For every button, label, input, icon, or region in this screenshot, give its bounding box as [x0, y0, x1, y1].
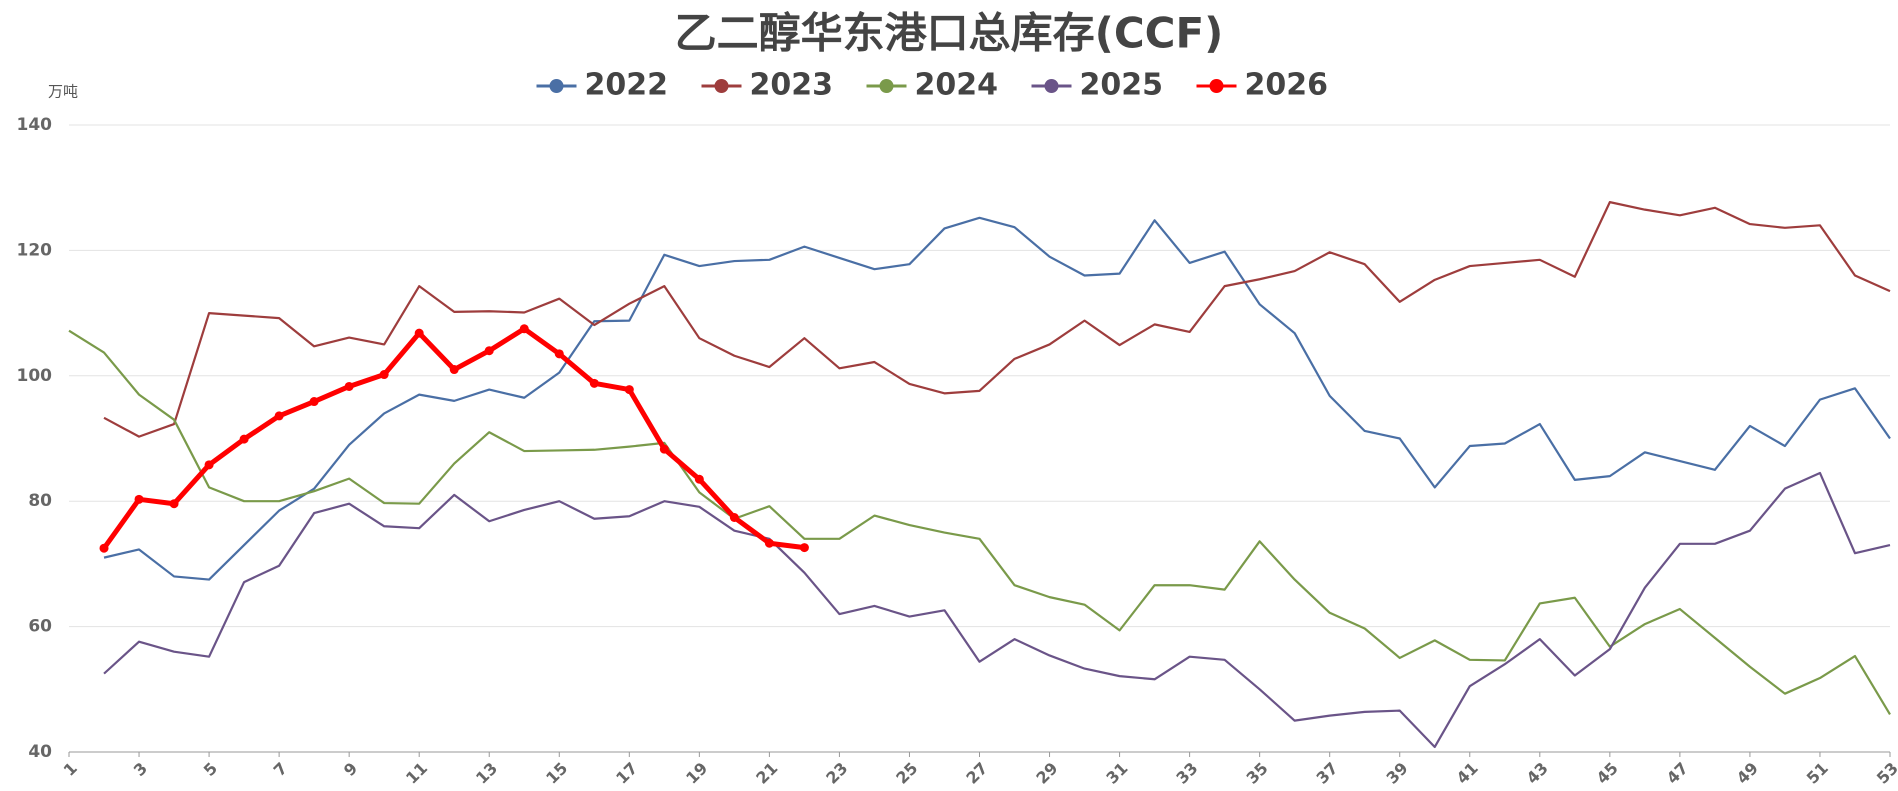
x-tick-label: 51	[1803, 759, 1832, 788]
x-tick-label: 31	[1102, 759, 1131, 788]
point	[274, 411, 284, 421]
point	[554, 349, 564, 359]
legend-label: 2023	[750, 68, 834, 103]
x-tick-label: 21	[752, 759, 781, 788]
y-tick-label: 80	[28, 491, 52, 511]
legend-label: 2026	[1245, 68, 1329, 103]
series-line	[103, 201, 1891, 438]
legend-marker	[1044, 79, 1059, 93]
series-line	[103, 471, 1891, 749]
legend-marker	[1209, 79, 1224, 93]
x-tick-label: 7	[270, 759, 291, 780]
x-tick-label: 25	[892, 759, 921, 788]
x-tick-label: 53	[1873, 759, 1898, 788]
legend-label: 2024	[915, 68, 999, 103]
legend-marker	[879, 79, 894, 93]
point	[99, 543, 109, 553]
legend-label: 2025	[1080, 68, 1164, 103]
legend-label: 2022	[585, 68, 669, 103]
x-tick-label: 35	[1242, 759, 1271, 788]
point	[589, 378, 599, 388]
x-tick-label: 33	[1172, 759, 1201, 788]
x-tick-label: 3	[130, 759, 151, 780]
point	[204, 460, 214, 470]
x-tick-label: 43	[1523, 759, 1552, 788]
y-tick-label: 40	[28, 742, 52, 762]
x-tick-label: 15	[542, 759, 571, 788]
series-line	[68, 329, 1891, 715]
x-tick-label: 45	[1593, 759, 1622, 788]
x-tick-label: 41	[1453, 759, 1482, 788]
point	[519, 324, 529, 334]
legend-marker	[549, 79, 564, 93]
point	[484, 346, 494, 356]
y-tick-label: 100	[17, 366, 53, 386]
point	[659, 444, 669, 454]
x-tick-label: 17	[612, 759, 641, 788]
x-tick-label: 39	[1383, 759, 1412, 788]
chart-title: 乙二醇华东港口总库存(CCF)	[675, 9, 1224, 58]
y-tick-label: 140	[17, 115, 53, 135]
point	[134, 494, 144, 504]
series-line	[103, 216, 1891, 581]
x-tick-label: 5	[200, 759, 221, 780]
x-tick-label: 9	[340, 759, 361, 780]
y-axis-label: 万吨	[48, 83, 78, 101]
point	[764, 538, 774, 548]
point	[694, 474, 704, 484]
point	[799, 543, 809, 553]
x-tick-label: 13	[472, 759, 501, 788]
series-line	[101, 326, 805, 551]
x-tick-label: 29	[1032, 759, 1061, 788]
x-tick-label: 23	[822, 759, 851, 788]
point	[379, 370, 389, 380]
point	[169, 499, 179, 509]
y-tick-label: 60	[28, 617, 52, 637]
x-tick-label: 11	[402, 759, 431, 788]
y-tick-label: 120	[17, 240, 53, 260]
point	[729, 513, 739, 523]
x-tick-label: 47	[1663, 759, 1692, 788]
point	[624, 385, 634, 395]
x-tick-label: 19	[682, 759, 711, 788]
x-tick-label: 27	[962, 759, 991, 788]
point	[414, 328, 424, 338]
x-tick-label: 1	[60, 759, 81, 780]
point	[239, 434, 249, 444]
x-tick-label: 37	[1313, 759, 1342, 788]
legend-marker	[714, 79, 729, 93]
point	[344, 381, 354, 391]
point	[449, 365, 459, 375]
point	[309, 397, 319, 407]
x-tick-label: 49	[1733, 759, 1762, 788]
